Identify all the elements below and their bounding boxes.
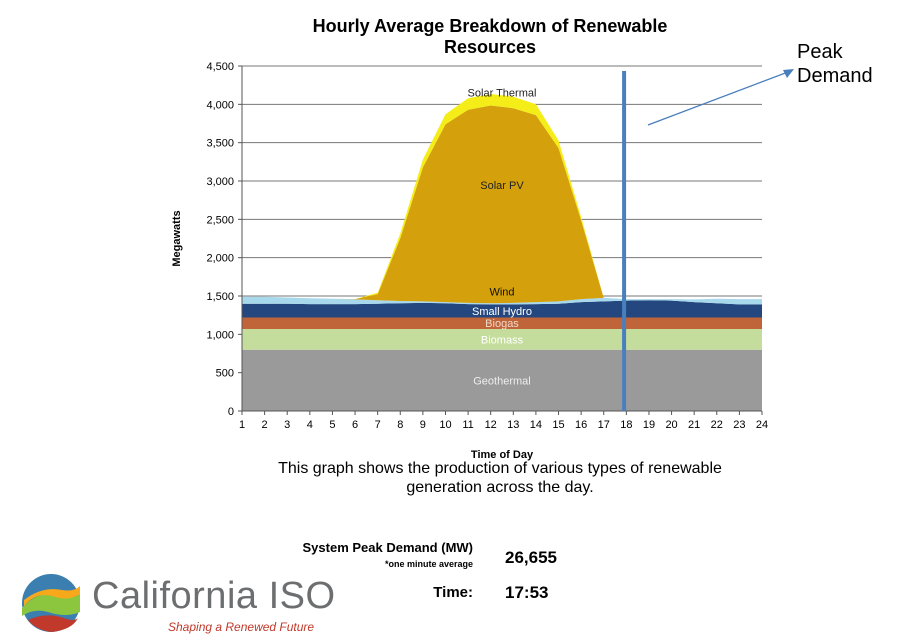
area-label-biomass: Biomass: [481, 334, 524, 346]
x-tick-label-23: 23: [733, 419, 745, 431]
area-wind: [242, 296, 762, 305]
x-tick-label-9: 9: [420, 419, 426, 431]
x-tick-label-11: 11: [462, 419, 473, 431]
y-axis-label: Megawatts: [171, 210, 183, 266]
y-tick-label-4500: 4,500: [206, 61, 234, 73]
x-tick-label-8: 8: [397, 419, 403, 431]
x-tick-label-13: 13: [507, 419, 519, 431]
california-iso-logo-icon: [22, 574, 80, 632]
x-tick-label-18: 18: [620, 419, 632, 431]
caption-line-1: This graph shows the production of vario…: [278, 460, 722, 477]
area-label-wind: Wind: [489, 286, 514, 298]
x-tick-label-12: 12: [485, 419, 497, 431]
x-tick-label-16: 16: [575, 419, 587, 431]
system-peak-demand-label: System Peak Demand (MW): [302, 540, 474, 555]
x-tick-label-20: 20: [665, 419, 677, 431]
x-tick-label-15: 15: [552, 419, 564, 431]
peak-demand-arrow: [647, 71, 789, 126]
chart-title: Hourly Average Breakdown of Renewable Re…: [240, 16, 740, 58]
logo-name: California ISO: [92, 575, 336, 617]
area-solar-pv: [242, 105, 762, 304]
y-tick-label-3000: 3,000: [206, 176, 234, 188]
y-tick-label-1000: 1,000: [206, 329, 234, 341]
area-label-biogas: Biogas: [485, 318, 519, 330]
x-tick-label-1: 1: [239, 419, 245, 431]
y-tick-label-500: 500: [216, 368, 234, 380]
chart-caption: This graph shows the production of vario…: [230, 459, 770, 497]
axes: 0 500 1,000 1,500 2,000 2,500 3,000 3,500 4,000 4…: [171, 61, 768, 461]
x-tick-label-14: 14: [530, 419, 542, 431]
x-tick-label-6: 6: [352, 419, 358, 431]
area-biogas: [242, 317, 762, 329]
y-tick-label-2000: 2,000: [206, 253, 234, 265]
x-tick-label-3: 3: [284, 419, 290, 431]
x-tick-label-2: 2: [262, 419, 268, 431]
chart-title-line-2: Resources: [443, 37, 537, 57]
x-tick-label-17: 17: [598, 419, 610, 431]
logo-tagline: Shaping a Renewed Future: [168, 620, 315, 634]
area-geothermal: [242, 349, 762, 411]
peak-time-label: Time:: [433, 584, 473, 601]
x-tick-label-10: 10: [439, 419, 451, 431]
x-tick-label-24: 24: [756, 419, 768, 431]
x-tick-label-4: 4: [307, 419, 313, 431]
area-label-small-hydro: Small Hydro: [472, 306, 532, 318]
x-axis-label: Time of Day: [471, 449, 534, 461]
y-tick-label-4000: 4,000: [206, 99, 234, 111]
peak-demand-line-2: Demand: [797, 65, 873, 87]
area-biomass: [242, 329, 762, 350]
area-label-solar-pv: Solar PV: [480, 180, 524, 192]
x-tick-label-21: 21: [688, 419, 700, 431]
stacked-areas: [242, 94, 762, 411]
peak-demand-arrowhead-icon: [783, 69, 794, 78]
area-label-solar-thermal: Solar Thermal: [468, 87, 537, 99]
x-tick-label-19: 19: [643, 419, 655, 431]
y-tick-label-3500: 3,500: [206, 138, 234, 150]
y-tick-label-0: 0: [228, 406, 234, 418]
system-peak-demand-note: *one minute average: [384, 559, 473, 569]
peak-marker: [622, 69, 794, 411]
x-tick-label-7: 7: [375, 419, 381, 431]
area-small-hydro: [242, 300, 762, 318]
x-tick-label-22: 22: [711, 419, 723, 431]
x-tick-label-5: 5: [329, 419, 335, 431]
y-tick-label-1500: 1,500: [206, 291, 234, 303]
chart-title-line-1: Hourly Average Breakdown of Renewable: [312, 16, 668, 36]
peak-time-value: 17:53: [505, 583, 549, 602]
area-label-geothermal: Geothermal: [473, 375, 530, 387]
peak-demand-annotation: Peak Demand: [797, 40, 873, 88]
peak-demand-line-1: Peak: [797, 41, 843, 63]
y-tick-label-2500: 2,500: [206, 214, 234, 226]
caption-line-2: generation across the day.: [406, 479, 594, 496]
system-peak-demand-value: 26,655: [505, 548, 557, 567]
